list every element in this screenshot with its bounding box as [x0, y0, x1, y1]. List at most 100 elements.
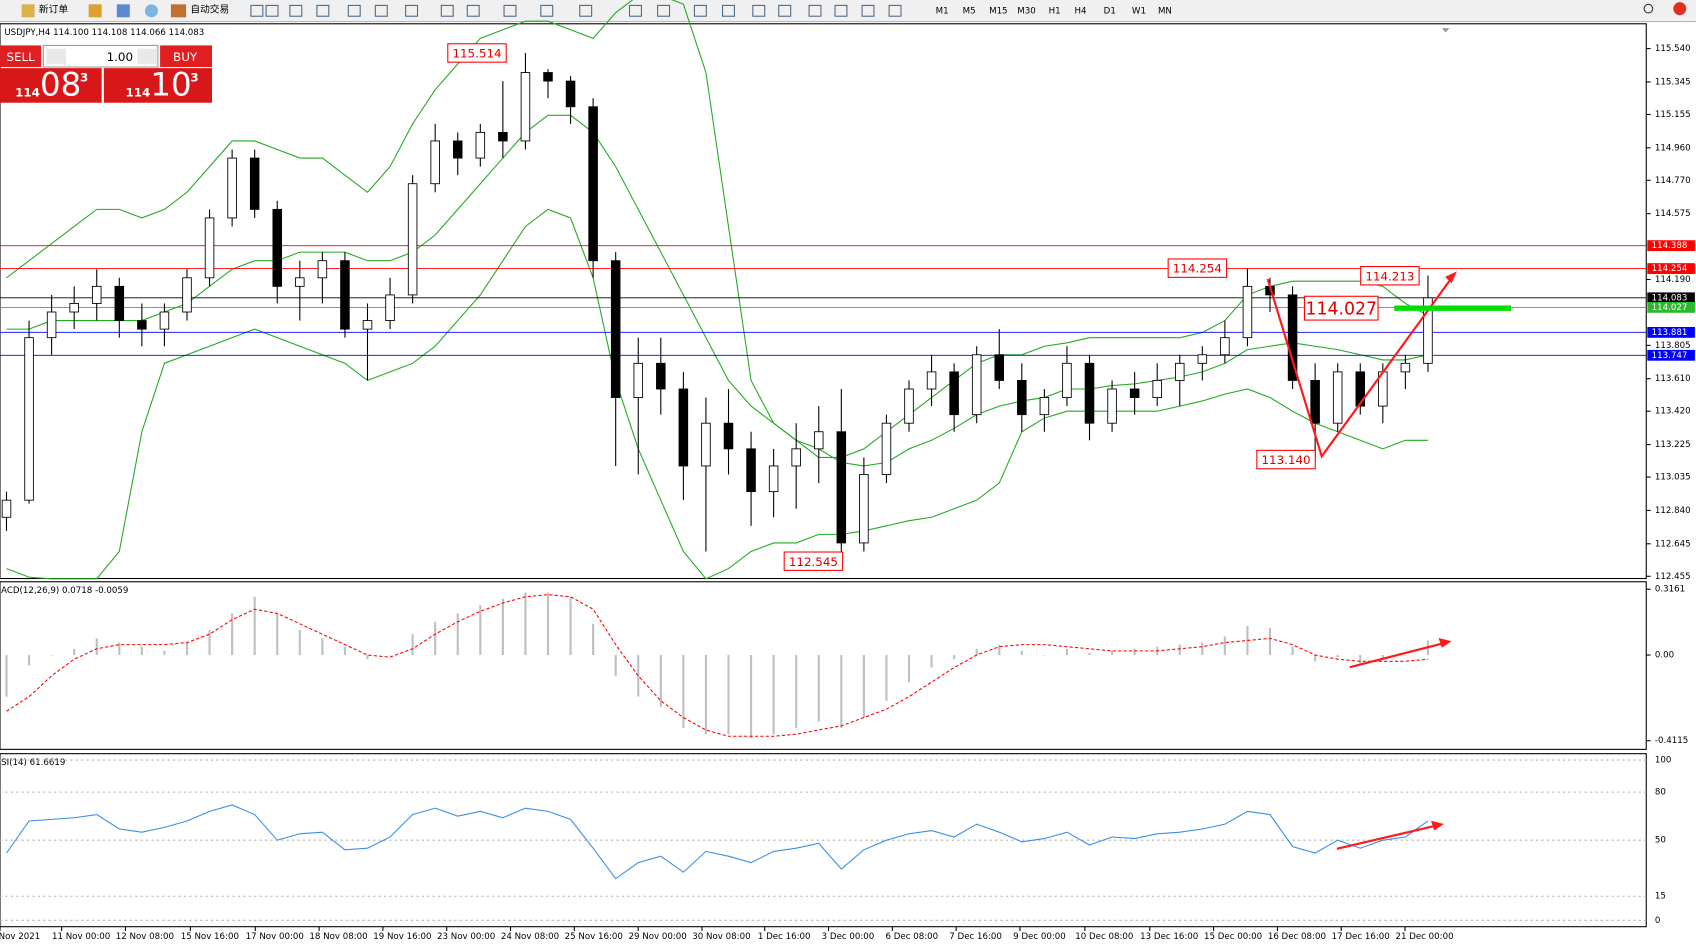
macd-bar: [772, 655, 775, 735]
lot-input[interactable]: [42, 44, 159, 68]
macd-bar: [1065, 648, 1069, 656]
x-tick-label: 24 Nov 08:00: [501, 932, 559, 942]
price-annotation: 114.213: [1365, 269, 1414, 283]
candle-body: [791, 448, 801, 467]
trade-panel: SELL 1.00 BUY 114 08 3 114 10 3: [0, 44, 212, 104]
candle-body: [452, 140, 463, 159]
toolbar-icon[interactable]: [808, 4, 822, 17]
toolbar-icon[interactable]: [466, 4, 480, 17]
y-tick-label: 114.770: [1655, 176, 1691, 186]
ask-box[interactable]: [103, 68, 212, 103]
macd-bar: [343, 646, 347, 656]
macd-bar: [817, 655, 820, 722]
new-order-icon[interactable]: [21, 4, 35, 18]
tool-icon[interactable]: [88, 4, 102, 18]
candle-body: [475, 131, 486, 159]
toolbar-icon[interactable]: [503, 4, 517, 17]
candle-body: [340, 260, 350, 330]
candle-body: [926, 371, 937, 390]
macd-bar: [163, 650, 166, 656]
toolbar-icon[interactable]: [693, 4, 707, 17]
search-icon[interactable]: [1643, 3, 1654, 14]
toolbar-icon[interactable]: [316, 4, 330, 17]
macd-bar: [840, 655, 843, 728]
toolbar-icon[interactable]: [405, 4, 419, 17]
rsi-line: [6, 804, 1429, 880]
timeframe-button[interactable]: M1: [936, 6, 949, 16]
x-tick-label: 1 Dec 16:00: [758, 932, 811, 942]
y-tick-label: 115.155: [1655, 110, 1691, 120]
macd-bar: [321, 638, 324, 656]
toolbar-icon[interactable]: [579, 4, 593, 17]
macd-panel: [0, 581, 1647, 750]
timeframe-button[interactable]: M15: [989, 6, 1007, 16]
bid-box[interactable]: [0, 68, 102, 103]
y-tick-label: 0.00: [1655, 651, 1674, 661]
shift-marker: [1441, 28, 1450, 33]
y-tick-label: 114.960: [1655, 143, 1691, 153]
candle-body: [723, 422, 734, 450]
candle-body: [565, 80, 576, 108]
x-tick-label: 15 Nov 16:00: [181, 932, 239, 942]
toolbar-icon[interactable]: [861, 4, 875, 17]
arrow-head: [1445, 271, 1457, 284]
buy-label[interactable]: BUY: [173, 50, 198, 64]
toolbar-icon[interactable]: [374, 4, 388, 17]
macd-bar: [118, 642, 121, 656]
auto-trading-icon[interactable]: [170, 4, 187, 18]
macd-bar: [231, 613, 234, 656]
macd-bar: [524, 592, 527, 656]
toolbar-icon[interactable]: [657, 4, 671, 17]
timeframe-button[interactable]: H4: [1075, 6, 1087, 16]
toolbar-icon[interactable]: [778, 4, 792, 17]
toolbar-icon[interactable]: [440, 4, 454, 17]
symbol-info: USDJPY,H4 114.100 114.108 114.066 114.08…: [4, 28, 204, 38]
x-tick-label: 30 Nov 08:00: [692, 932, 750, 942]
candle-body: [904, 388, 914, 424]
toolbar-icon[interactable]: [250, 4, 264, 17]
y-tick-label: 0.3161: [1655, 585, 1685, 595]
toolbar-icon[interactable]: [347, 4, 361, 17]
toolbar-icon[interactable]: [289, 4, 303, 17]
toolbar-icons: M1 M5 M15 M30 H1 H4 D1 W1 MN: [250, 4, 1172, 17]
toolbar-icon[interactable]: [834, 4, 848, 17]
tool-icon[interactable]: [144, 4, 158, 18]
macd-bar: [1314, 655, 1317, 662]
new-order-button[interactable]: 新订单: [39, 3, 68, 16]
tool-icon[interactable]: [116, 4, 130, 18]
macd-bar: [704, 655, 708, 735]
macd-bar: [975, 648, 978, 656]
toolbar-icon[interactable]: [628, 4, 642, 17]
toolbar-icon[interactable]: [752, 4, 766, 17]
candle-body: [498, 131, 508, 142]
timeframe-button[interactable]: M5: [963, 6, 976, 16]
lot-up[interactable]: [137, 48, 157, 64]
candle-body: [994, 354, 1005, 381]
sell-button[interactable]: [0, 45, 42, 68]
candle-body: [1197, 354, 1208, 364]
timeframe-button[interactable]: MN: [1158, 6, 1172, 16]
candle-body: [272, 208, 283, 287]
auto-trading-button[interactable]: 自动交易: [190, 3, 229, 16]
toolbar-icon[interactable]: [888, 4, 902, 17]
timeframe-button[interactable]: D1: [1104, 6, 1116, 16]
toolbar-icon[interactable]: [540, 4, 554, 17]
buy-button[interactable]: [160, 45, 212, 68]
lot-down[interactable]: [46, 48, 66, 64]
toolbar-icon[interactable]: [265, 4, 279, 17]
timeframe-button[interactable]: M30: [1017, 6, 1035, 16]
macd-bar: [501, 598, 504, 656]
notification-badge[interactable]: [1673, 2, 1687, 16]
macd-bar: [862, 655, 865, 718]
y-tick-label: 15: [1655, 892, 1666, 902]
timeframe-button[interactable]: W1: [1132, 6, 1146, 16]
candle-body: [249, 157, 260, 210]
toolbar-icon[interactable]: [721, 4, 735, 17]
candle-body: [1107, 388, 1117, 424]
candle-body: [1423, 297, 1433, 364]
lot-value[interactable]: 1.00: [107, 50, 133, 64]
macd-bar: [1268, 627, 1272, 656]
timeframe-button[interactable]: H1: [1049, 6, 1061, 16]
sell-label[interactable]: SELL: [6, 50, 35, 64]
